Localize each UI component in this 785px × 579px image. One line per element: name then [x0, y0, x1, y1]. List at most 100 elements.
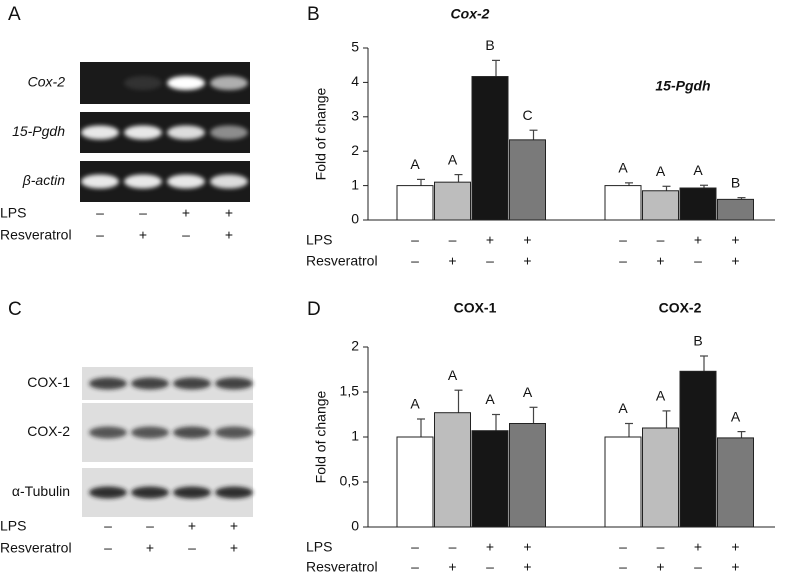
significance-letter: A — [523, 384, 533, 400]
significance-letter: A — [448, 367, 458, 383]
treatment-sign: – — [619, 539, 627, 555]
panel-letter: A — [8, 4, 21, 25]
treatment-sign: + — [225, 205, 233, 221]
panel-letter: D — [307, 299, 321, 320]
gel-band — [167, 76, 205, 90]
gel-band — [81, 125, 119, 140]
significance-letter: A — [410, 156, 420, 172]
group-title: COX-2 — [659, 300, 702, 316]
gel-band — [173, 486, 211, 499]
treatment-sign: – — [139, 205, 147, 221]
treatment-sign: + — [182, 205, 190, 221]
treatment-sign: – — [449, 232, 457, 248]
y-tick-label: 5 — [351, 39, 359, 55]
treatment-sign: – — [694, 253, 702, 269]
significance-letter: A — [410, 396, 420, 412]
bar — [604, 436, 642, 528]
gel-band — [131, 486, 169, 499]
significance-letter: A — [656, 388, 666, 404]
treatment-sign: – — [694, 559, 702, 575]
bar — [471, 76, 509, 221]
treatment-sign: – — [619, 253, 627, 269]
treatment-label: LPS — [0, 205, 26, 221]
gel-band — [173, 426, 211, 439]
gel-band — [215, 426, 253, 439]
gel-band — [210, 125, 248, 140]
gel-band — [167, 125, 205, 140]
significance-letter: A — [693, 162, 703, 178]
y-tick-label: 2 — [351, 338, 359, 354]
y-tick-label: 0,5 — [340, 473, 360, 489]
y-tick-label: 2 — [351, 142, 359, 158]
significance-letter: A — [448, 151, 458, 167]
significance-letter: B — [485, 37, 494, 53]
gel-band — [124, 125, 162, 140]
bar — [717, 437, 754, 528]
gel-band — [81, 174, 119, 189]
bar — [679, 370, 717, 528]
treatment-sign: + — [230, 540, 238, 556]
treatment-sign: + — [523, 539, 531, 555]
treatment-label: LPS — [306, 539, 332, 555]
bar — [434, 412, 471, 528]
treatment-sign: – — [182, 227, 190, 243]
treatment-sign: + — [694, 539, 702, 555]
treatment-sign: + — [146, 540, 154, 556]
treatment-sign: – — [411, 539, 419, 555]
bar — [642, 190, 679, 221]
gel-band — [131, 377, 169, 390]
gel-band — [210, 174, 248, 189]
gel-band — [89, 426, 127, 439]
treatment-sign: + — [448, 559, 456, 575]
treatment-sign: – — [104, 540, 112, 556]
significance-letter: A — [656, 163, 666, 179]
gel-band — [89, 486, 127, 499]
y-tick-label: 1 — [351, 176, 359, 192]
significance-letter: A — [618, 160, 628, 176]
y-tick-label: 0 — [351, 211, 359, 227]
gel-row-label: Cox-2 — [28, 74, 66, 90]
y-axis-label: Fold of change — [313, 390, 329, 483]
treatment-sign: + — [656, 559, 664, 575]
treatment-sign: – — [449, 539, 457, 555]
treatment-sign: – — [619, 232, 627, 248]
gel-row-label: α-Tubulin — [12, 483, 70, 499]
y-axis-label: Fold of change — [313, 87, 329, 180]
significance-letter: A — [731, 408, 741, 424]
treatment-sign: + — [731, 539, 739, 555]
gel-band — [124, 174, 162, 189]
treatment-sign: + — [656, 253, 664, 269]
bar — [509, 423, 546, 528]
bar — [396, 185, 434, 221]
y-tick-label: 1 — [351, 428, 359, 444]
treatment-sign: + — [523, 232, 531, 248]
treatment-sign: + — [188, 518, 196, 534]
gel-band — [215, 377, 253, 390]
gel-band — [89, 377, 127, 390]
group-title: COX-1 — [454, 300, 497, 316]
treatment-sign: – — [657, 232, 665, 248]
significance-letter: B — [731, 174, 740, 190]
gel-row-label: 15-Pgdh — [12, 123, 65, 139]
group-title: 15-Pgdh — [655, 78, 710, 94]
treatment-sign: + — [448, 253, 456, 269]
treatment-sign: – — [188, 540, 196, 556]
treatment-sign: + — [486, 232, 494, 248]
significance-letter: B — [693, 333, 702, 349]
treatment-sign: – — [619, 559, 627, 575]
gel-row-label: COX-2 — [27, 423, 70, 439]
treatment-sign: + — [694, 232, 702, 248]
treatment-sign: + — [230, 518, 238, 534]
gel-band — [124, 76, 162, 90]
bar — [471, 430, 509, 528]
gel-row-label: β-actin — [22, 172, 65, 188]
treatment-sign: + — [486, 539, 494, 555]
gel-band — [215, 486, 253, 499]
panel-letter: C — [8, 299, 22, 320]
y-tick-label: 3 — [351, 108, 359, 124]
treatment-sign: + — [731, 253, 739, 269]
treatment-sign: – — [411, 559, 419, 575]
gel-band — [173, 377, 211, 390]
treatment-label: LPS — [0, 518, 26, 534]
